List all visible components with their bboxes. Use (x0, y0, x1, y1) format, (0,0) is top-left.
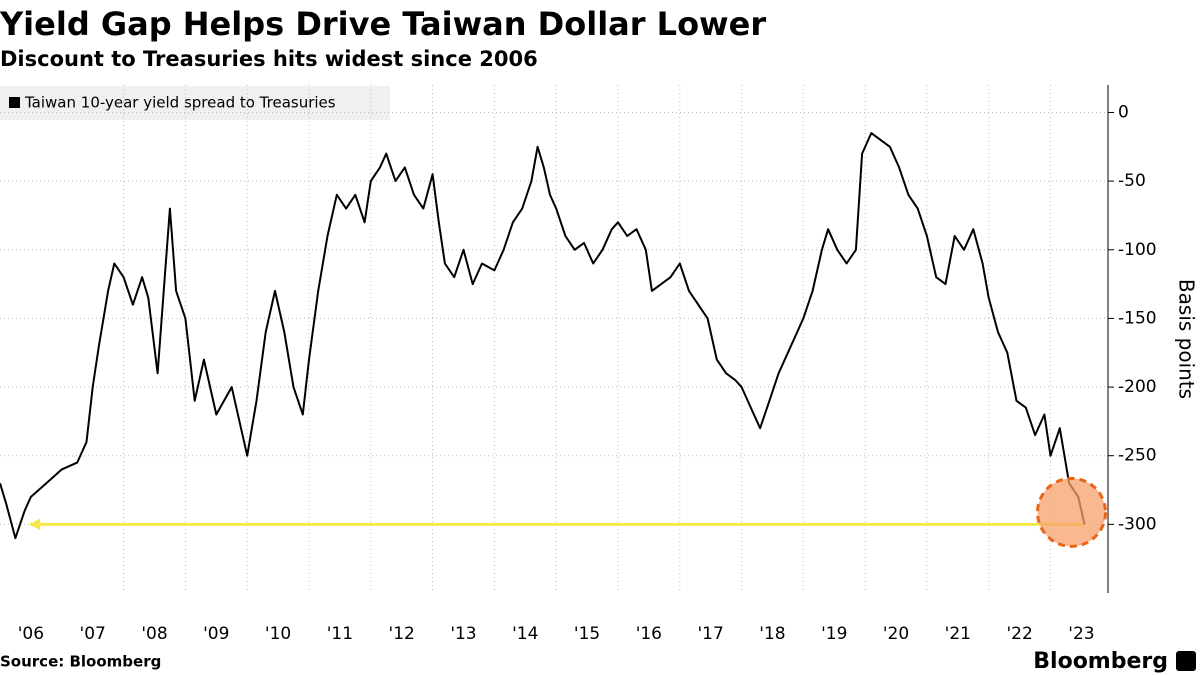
x-tick-label: '23 (1068, 624, 1094, 644)
x-tick-label: '07 (80, 624, 106, 644)
x-tick-label: '09 (203, 624, 229, 644)
series-line (0, 132, 1086, 540)
x-tick-label: '21 (945, 624, 971, 644)
x-tick-label: '13 (450, 624, 476, 644)
y-tick-label: -200 (1118, 377, 1157, 397)
x-tick-label: '22 (1006, 624, 1032, 644)
highlight-circle (1036, 476, 1108, 548)
y-tick-label: 0 (1118, 102, 1129, 122)
y-tick-label: -100 (1118, 240, 1157, 260)
y-tick-label: -50 (1118, 171, 1146, 191)
x-tick-label: '16 (636, 624, 662, 644)
x-tick-label: '19 (821, 624, 847, 644)
brand-icon (1176, 651, 1196, 671)
x-tick-label: '14 (512, 624, 538, 644)
chart-title: Yield Gap Helps Drive Taiwan Dollar Lowe… (0, 5, 766, 43)
y-axis-label: Basis points (1175, 279, 1199, 399)
legend-swatch (9, 97, 20, 108)
reference-arrow (30, 518, 40, 531)
chart-subtitle: Discount to Treasuries hits widest since… (0, 47, 538, 71)
x-tick-label: '18 (759, 624, 785, 644)
x-tick-label: '15 (574, 624, 600, 644)
x-tick-label: '08 (141, 624, 167, 644)
x-tick-label: '06 (18, 624, 44, 644)
x-tick-label: '20 (883, 624, 909, 644)
y-tick-label: -150 (1118, 308, 1157, 328)
legend-label: Taiwan 10-year yield spread to Treasurie… (24, 94, 336, 112)
x-tick-label: '10 (265, 624, 291, 644)
x-tick-label: '17 (697, 624, 723, 644)
y-tick-label: -250 (1118, 446, 1157, 466)
source: Source: Bloomberg (0, 653, 161, 671)
y-tick-label: -300 (1118, 514, 1157, 534)
x-tick-label: '11 (327, 624, 353, 644)
legend-box (0, 86, 390, 120)
x-tick-label: '12 (389, 624, 415, 644)
brand: Bloomberg (1033, 649, 1168, 674)
